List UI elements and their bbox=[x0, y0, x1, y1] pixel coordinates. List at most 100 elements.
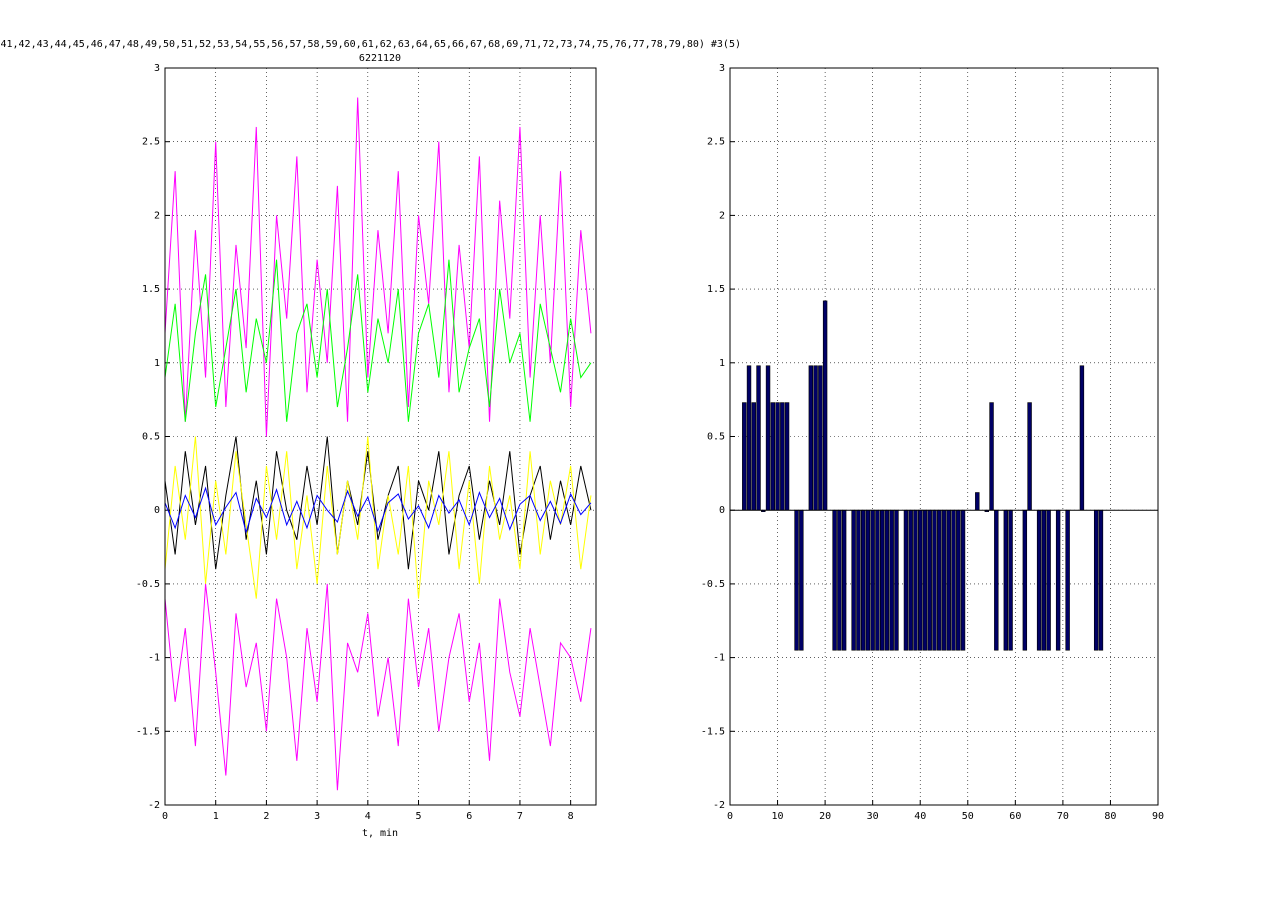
bar bbox=[1055, 509, 1061, 651]
bar bbox=[765, 365, 771, 511]
x-tick-label: 40 bbox=[914, 811, 926, 822]
y-tick-label: 2.5 bbox=[142, 137, 160, 148]
x-tick-label: 6 bbox=[466, 811, 472, 822]
bar bbox=[746, 365, 752, 511]
bar bbox=[1008, 509, 1013, 651]
x-tick-label: 7 bbox=[517, 811, 523, 822]
y-tick-label: 2 bbox=[154, 210, 160, 221]
bar bbox=[799, 509, 804, 651]
bar bbox=[832, 509, 837, 651]
x-axis-label: t, min bbox=[362, 828, 398, 839]
bar bbox=[851, 509, 856, 651]
x-tick-label: 0 bbox=[727, 811, 733, 822]
bar bbox=[1065, 509, 1070, 651]
series-line bbox=[165, 436, 592, 570]
x-tick-label: 50 bbox=[962, 811, 974, 822]
axes-frame bbox=[729, 67, 1159, 806]
y-tick-label: -2 bbox=[713, 800, 725, 811]
y-tick-label: 0.5 bbox=[142, 432, 160, 443]
bar bbox=[908, 509, 913, 651]
y-tick-label: 0.5 bbox=[707, 432, 725, 443]
bar bbox=[1027, 402, 1032, 511]
axes-frame bbox=[164, 67, 597, 806]
bar bbox=[1098, 509, 1104, 651]
y-tick-label: 2.5 bbox=[707, 137, 725, 148]
x-tick-label: 8 bbox=[568, 811, 574, 822]
bar bbox=[794, 509, 799, 651]
y-tick-label: -0.5 bbox=[136, 579, 160, 590]
bar bbox=[975, 492, 980, 511]
y-tick-label: 3 bbox=[154, 63, 160, 74]
bar bbox=[941, 509, 947, 651]
bar bbox=[1036, 509, 1042, 651]
series-line bbox=[165, 259, 592, 422]
y-tick-label: -1.5 bbox=[701, 726, 725, 737]
bar bbox=[770, 402, 776, 511]
bar bbox=[818, 365, 823, 511]
bar bbox=[937, 509, 942, 651]
bar bbox=[813, 365, 818, 511]
y-tick-label: 1 bbox=[154, 358, 160, 369]
x-tick-label: 0 bbox=[162, 811, 168, 822]
x-tick-label: 30 bbox=[867, 811, 879, 822]
bar bbox=[784, 402, 790, 511]
bar bbox=[865, 509, 871, 651]
x-tick-label: 5 bbox=[416, 811, 422, 822]
y-tick-label: -1 bbox=[148, 653, 160, 664]
y-tick-label: 0 bbox=[719, 505, 725, 516]
bar bbox=[1022, 509, 1028, 651]
bar bbox=[922, 509, 928, 651]
bar bbox=[875, 509, 880, 651]
bar bbox=[1079, 365, 1085, 511]
series-line bbox=[165, 583, 592, 791]
bar bbox=[946, 509, 951, 651]
y-tick-label: 3 bbox=[719, 63, 725, 74]
x-tick-label: 3 bbox=[314, 811, 320, 822]
bar bbox=[956, 509, 961, 651]
x-tick-label: 10 bbox=[772, 811, 784, 822]
bar bbox=[1041, 509, 1047, 651]
plot-left: -2 -1.5 -1 -0.5 0 0.5 1 1.5 2 2.5 3 0 1 2 3 4 5 6 7 8 bbox=[136, 63, 597, 822]
y-tick-label: 1.5 bbox=[142, 284, 160, 295]
y-tick-label: 1 bbox=[719, 358, 725, 369]
chart-subtitle: 6221120 bbox=[359, 53, 401, 64]
bar bbox=[884, 509, 890, 651]
bar bbox=[889, 509, 894, 651]
y-tick-label: -2 bbox=[148, 800, 160, 811]
series-line bbox=[165, 436, 592, 599]
y-tick-label: -1.5 bbox=[136, 726, 160, 737]
y-tick-label: 0 bbox=[154, 505, 160, 516]
bar bbox=[894, 509, 899, 651]
x-tick-label: 1 bbox=[213, 811, 219, 822]
x-tick-label: 20 bbox=[819, 811, 831, 822]
bar bbox=[775, 402, 780, 511]
y-tick-label: 1.5 bbox=[707, 284, 725, 295]
x-tick-label: 90 bbox=[1152, 811, 1164, 822]
series-line bbox=[165, 97, 592, 437]
bar bbox=[1093, 509, 1099, 651]
x-tick-label: 80 bbox=[1104, 811, 1116, 822]
bar bbox=[780, 402, 785, 511]
bar bbox=[951, 509, 956, 651]
bar bbox=[903, 509, 909, 651]
bar bbox=[918, 509, 923, 651]
bar bbox=[1046, 509, 1051, 651]
bar bbox=[860, 509, 866, 651]
bar bbox=[989, 402, 994, 511]
bar bbox=[994, 509, 999, 651]
bar bbox=[932, 509, 937, 651]
y-tick-label: -0.5 bbox=[701, 579, 725, 590]
bar bbox=[870, 509, 875, 651]
bar bbox=[927, 509, 932, 651]
bar bbox=[841, 509, 847, 651]
x-tick-label: 70 bbox=[1057, 811, 1069, 822]
x-tick-label: 2 bbox=[263, 811, 269, 822]
x-tick-label: 60 bbox=[1009, 811, 1021, 822]
bar bbox=[756, 365, 761, 511]
bar bbox=[856, 509, 861, 651]
bar bbox=[879, 509, 885, 651]
x-tick-label: 4 bbox=[365, 811, 371, 822]
bar bbox=[742, 402, 747, 511]
